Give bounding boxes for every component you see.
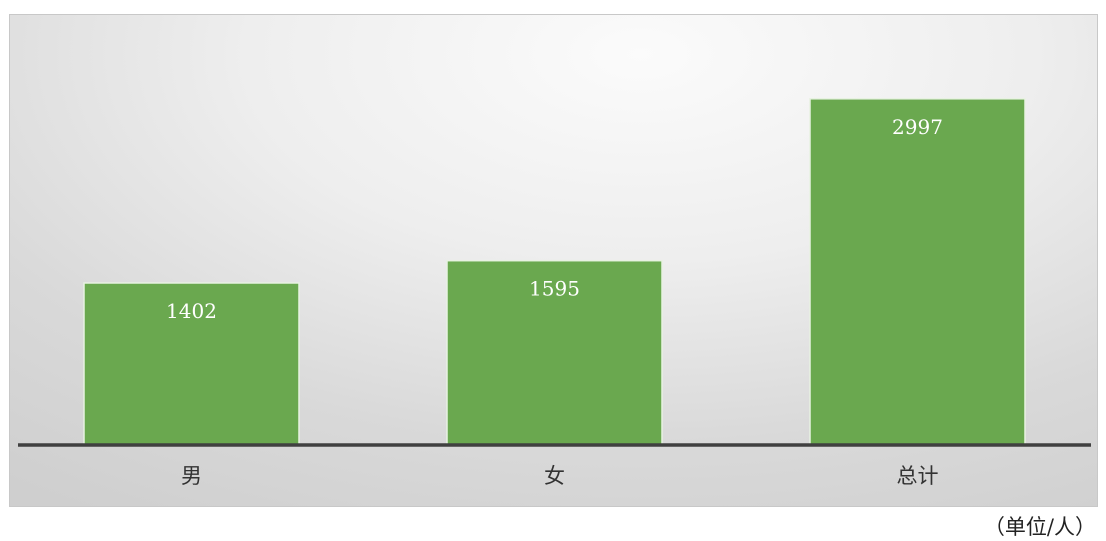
chart-area: 1402 男 1595 女 2997 总计	[9, 14, 1098, 507]
bar-1	[446, 259, 663, 446]
data-label-2: 2997	[892, 115, 943, 139]
bar-2	[809, 98, 1026, 446]
category-label-1: 女	[544, 464, 565, 488]
bar-0	[83, 282, 300, 446]
bar-chart: 1402 男 1595 女 2997 总计	[18, 98, 1091, 488]
data-label-1: 1595	[529, 277, 580, 301]
unit-label: （单位/人）	[983, 515, 1096, 539]
category-label-2: 总计	[897, 464, 939, 488]
category-label-0: 男	[181, 464, 202, 488]
data-label-0: 1402	[166, 299, 217, 323]
